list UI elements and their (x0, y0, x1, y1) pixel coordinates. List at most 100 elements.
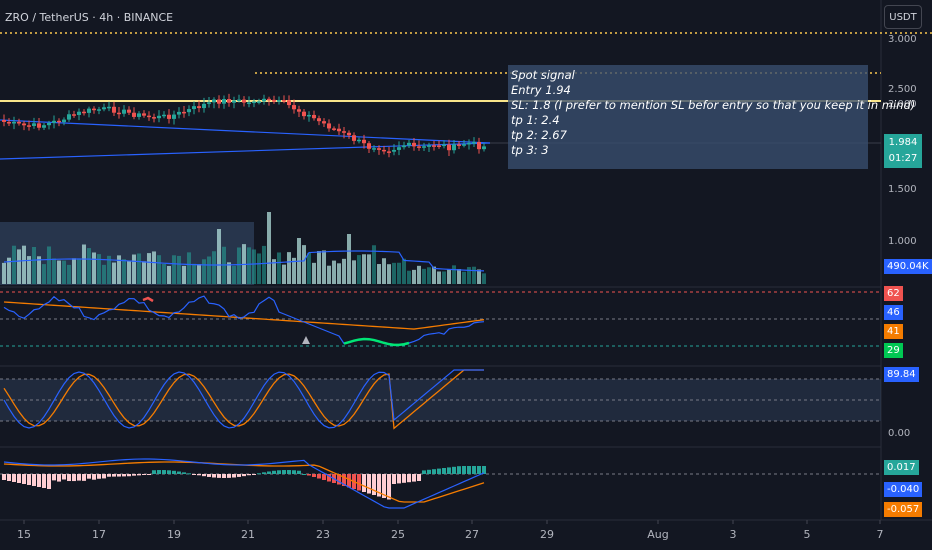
candle-body (352, 135, 356, 141)
candle-body (457, 144, 461, 146)
candle-body (37, 123, 41, 128)
macd-histogram-bar (177, 471, 181, 474)
volume-bar (427, 267, 431, 284)
rsi-oversold-segment (343, 337, 410, 347)
volume-bar (32, 246, 36, 284)
stoch-badge: 89.84 (884, 367, 919, 382)
macd-histogram-bar (322, 474, 326, 480)
volume-bar (257, 253, 261, 284)
macd-histogram-bar (337, 474, 341, 485)
macd-histogram-bar (262, 472, 266, 474)
macd-histogram-bar (427, 469, 431, 474)
candle-body (407, 142, 411, 146)
volume-bar (157, 255, 161, 284)
candle-body (242, 99, 246, 103)
macd-histogram-bar (67, 474, 71, 482)
volume-bar (252, 249, 256, 284)
volume-bar (337, 263, 341, 284)
volume-bar (107, 255, 111, 284)
macd-histogram-bar (447, 467, 451, 474)
volume-bar (247, 247, 251, 284)
stoch-d-line (3, 369, 484, 430)
volume-bar (82, 244, 86, 284)
macd-histogram-bar (372, 474, 376, 495)
macd-histogram-bar (77, 474, 81, 481)
macd-histogram-bar (32, 474, 36, 486)
macd-histogram-bar (277, 470, 281, 474)
macd-histogram-bar (252, 474, 256, 475)
macd-histogram-bar (237, 474, 241, 477)
candle-body (202, 103, 206, 109)
volume-bar (332, 260, 336, 284)
volume-bar (137, 253, 141, 284)
macd-histogram-bar (212, 474, 216, 478)
candle-body (67, 114, 71, 120)
volume-bar (302, 245, 306, 284)
candle-body (47, 122, 51, 126)
volume-bar (387, 264, 391, 284)
volume-bar (287, 252, 291, 284)
date-3: 3 (729, 528, 737, 541)
signal-note[interactable]: Spot signal Entry 1.94 SL: 1.8 (I prefer… (508, 65, 916, 169)
rsi-value-badge: 46 (884, 305, 903, 320)
macd-histogram-bar (297, 470, 301, 474)
macd-histogram-bar (172, 470, 176, 474)
candle-body (187, 109, 191, 113)
macd-histogram-bar (17, 474, 21, 483)
macd-histogram-bar (477, 466, 481, 474)
volume-bar (47, 246, 51, 284)
candle-body (2, 120, 6, 122)
date-7: 7 (876, 528, 884, 541)
candle-body (207, 102, 211, 104)
candle-body (437, 145, 441, 147)
candle-body (42, 125, 46, 128)
candle-body (217, 99, 221, 104)
volume-bar (397, 262, 401, 284)
volume-bar (42, 264, 46, 284)
macd-histogram-bar (47, 474, 51, 489)
volume-bar (17, 249, 21, 284)
price-label-2000: 2.000 (888, 99, 917, 110)
candle-body (112, 106, 116, 113)
volume-bar (282, 264, 286, 284)
current-price: 1.984 (888, 137, 918, 148)
volume-bar (182, 265, 186, 284)
candle-body (152, 117, 156, 119)
rsi-marker-triangle (302, 336, 310, 344)
volume-bar (142, 261, 146, 284)
note-line-3: SL: 1.8 (I prefer to mention SL befor en… (511, 98, 916, 112)
volume-bar (407, 270, 411, 284)
volume-bar (377, 264, 381, 284)
candle-body (172, 114, 176, 119)
volume-bar (22, 245, 26, 284)
macd-histogram-bar (452, 466, 456, 474)
macd-histogram-bar (202, 474, 206, 477)
macd-histogram-bar (397, 474, 401, 484)
macd-histogram-bar (142, 474, 146, 475)
volume-bar (172, 255, 176, 284)
volume-bar (62, 260, 66, 284)
macd-histogram-bar (7, 474, 11, 481)
macd-histogram-bar (462, 466, 466, 474)
volume-bar (412, 269, 416, 284)
candle-body (102, 107, 106, 110)
candle-body (392, 149, 396, 152)
volume-bar (77, 258, 81, 284)
candle-body (427, 145, 431, 147)
macd-histogram-bar (362, 474, 366, 492)
macd-histogram-bar (272, 470, 276, 474)
volume-bar (372, 245, 376, 284)
volume-badge: 490.04K (884, 259, 932, 274)
candle-body (402, 145, 406, 148)
macd-histogram-bar (72, 474, 76, 482)
currency-button[interactable]: USDT (884, 5, 922, 29)
candle-body (337, 128, 341, 132)
macd-histogram-bar (92, 474, 96, 480)
candle-body (472, 142, 476, 144)
volume-bar (122, 259, 126, 284)
macd-histogram-bar (282, 470, 286, 474)
volume-bar (357, 255, 361, 284)
volume-bar (292, 257, 296, 284)
stoch-k-line (3, 369, 484, 429)
